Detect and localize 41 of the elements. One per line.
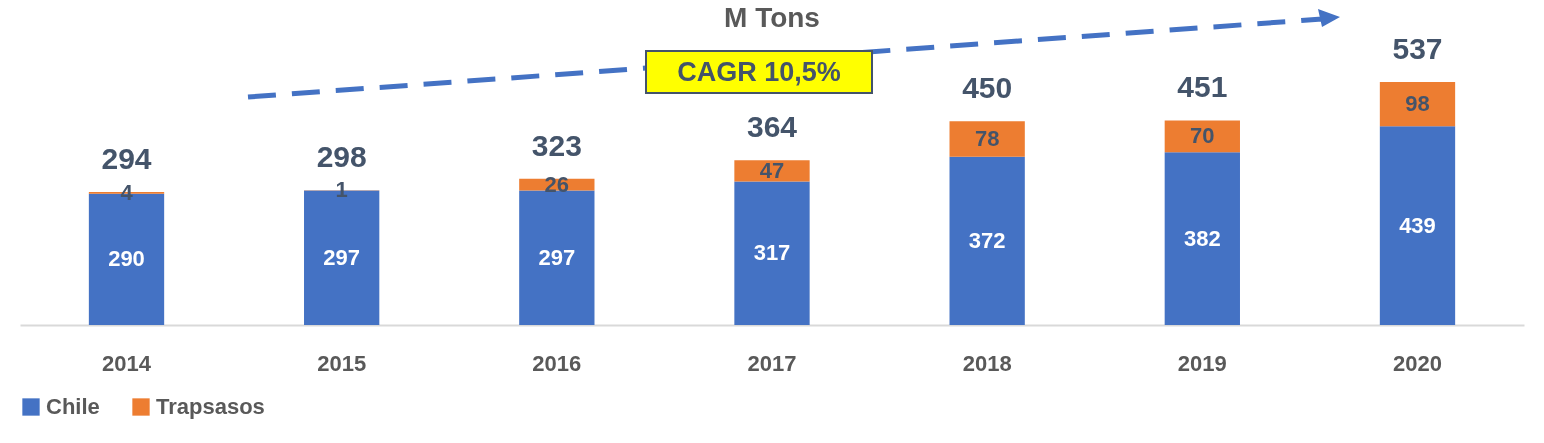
data-label: 317: [753, 240, 791, 266]
x-tick-label: 2015: [317, 350, 367, 376]
total-label: 294: [101, 141, 152, 175]
legend-label: Chile: [46, 394, 100, 419]
x-tick-label: 2017: [747, 350, 797, 376]
bar: [519, 190, 595, 325]
data-label: 297: [323, 244, 361, 270]
bar: [1164, 120, 1240, 153]
total-label: 364: [746, 110, 798, 144]
data-label: 26: [544, 171, 570, 197]
data-label: 70: [1190, 123, 1215, 149]
bar: [734, 160, 810, 182]
bar: [1379, 126, 1456, 325]
bar: [1164, 152, 1240, 325]
chart-title: M Tons: [724, 2, 820, 33]
total-label: 537: [1392, 32, 1443, 65]
annotation: CAGR 10,5%: [645, 50, 873, 94]
x-tick-label: 2018: [962, 350, 1012, 376]
bar: [949, 156, 1025, 325]
x-tick-label: 2016: [532, 350, 582, 376]
data-label: 1: [335, 177, 348, 203]
data-label: 4: [120, 179, 134, 205]
data-label: 382: [1183, 225, 1221, 251]
bar: [1379, 82, 1456, 127]
data-label: 297: [538, 244, 576, 270]
legend-label: Trapsasos: [156, 394, 265, 419]
data-label: 47: [759, 157, 785, 183]
bar: [949, 121, 1025, 157]
data-label: 372: [968, 227, 1006, 253]
data-label: 290: [108, 246, 145, 272]
x-tick-label: 2020: [1393, 350, 1442, 376]
total-label: 298: [316, 140, 367, 174]
x-tick-label: 2019: [1177, 350, 1227, 376]
bar: [734, 181, 810, 325]
total-label: 323: [531, 128, 582, 162]
data-label: 439: [1399, 212, 1436, 238]
total-label: 451: [1177, 70, 1228, 104]
total-label: 450: [962, 71, 1013, 105]
data-label: 98: [1405, 91, 1430, 117]
x-tick-label: 2014: [102, 350, 152, 376]
data-label: 78: [974, 126, 1000, 152]
